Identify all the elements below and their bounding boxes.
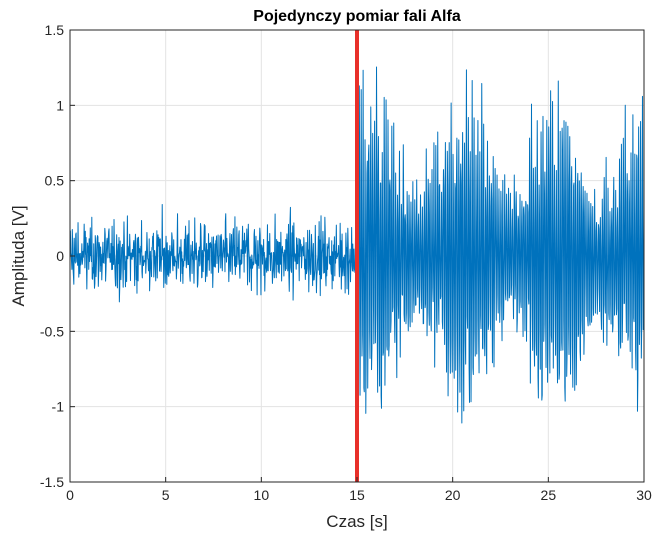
y-tick-label: -0.5 [40, 323, 64, 339]
y-tick-label: 1 [56, 97, 64, 113]
x-tick-label: 0 [66, 487, 74, 503]
x-tick-label: 10 [254, 487, 270, 503]
x-tick-label: 15 [349, 487, 365, 503]
y-tick-label: -1 [52, 399, 65, 415]
y-tick-label: 0 [56, 248, 64, 264]
y-tick-label: 0.5 [45, 173, 65, 189]
chart-title: Pojedynczy pomiar fali Alfa [253, 8, 461, 25]
y-tick-label: -1.5 [40, 474, 64, 490]
axis-ticks: 0 5 10 15 20 25 30 -1.5 -1 -0.5 0 0.5 1 1.5 [40, 22, 652, 503]
y-tick-label: 1.5 [45, 22, 65, 38]
y-axis-label: Amplituda [V] [9, 205, 28, 306]
x-tick-label: 30 [636, 487, 652, 503]
x-tick-label: 20 [445, 487, 461, 503]
x-tick-label: 5 [162, 487, 170, 503]
x-axis-label: Czas [s] [326, 512, 387, 531]
x-tick-label: 25 [541, 487, 557, 503]
